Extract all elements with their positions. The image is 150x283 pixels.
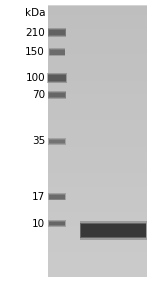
- Text: 17: 17: [32, 192, 45, 202]
- Bar: [48, 138, 66, 145]
- Bar: [49, 139, 65, 144]
- FancyBboxPatch shape: [48, 6, 147, 277]
- Bar: [49, 195, 65, 199]
- Bar: [81, 224, 146, 237]
- Bar: [48, 75, 66, 81]
- Bar: [50, 50, 64, 55]
- Text: 210: 210: [25, 27, 45, 38]
- Text: 70: 70: [32, 90, 45, 100]
- Bar: [48, 220, 66, 227]
- Bar: [49, 30, 65, 35]
- Bar: [49, 222, 65, 225]
- Bar: [48, 91, 66, 99]
- Bar: [48, 28, 66, 37]
- Bar: [49, 48, 65, 56]
- Bar: [48, 74, 66, 82]
- Bar: [48, 92, 66, 98]
- Text: 100: 100: [25, 73, 45, 83]
- Bar: [47, 73, 67, 83]
- Bar: [80, 221, 147, 240]
- Text: 150: 150: [25, 47, 45, 57]
- Bar: [49, 221, 65, 226]
- Bar: [80, 223, 146, 238]
- Text: kDa: kDa: [24, 8, 45, 18]
- Bar: [49, 93, 65, 97]
- Bar: [49, 194, 65, 200]
- Bar: [48, 193, 66, 200]
- Text: 35: 35: [32, 136, 45, 147]
- Text: 10: 10: [32, 218, 45, 229]
- Bar: [49, 49, 65, 55]
- Bar: [49, 140, 65, 143]
- Bar: [48, 29, 66, 36]
